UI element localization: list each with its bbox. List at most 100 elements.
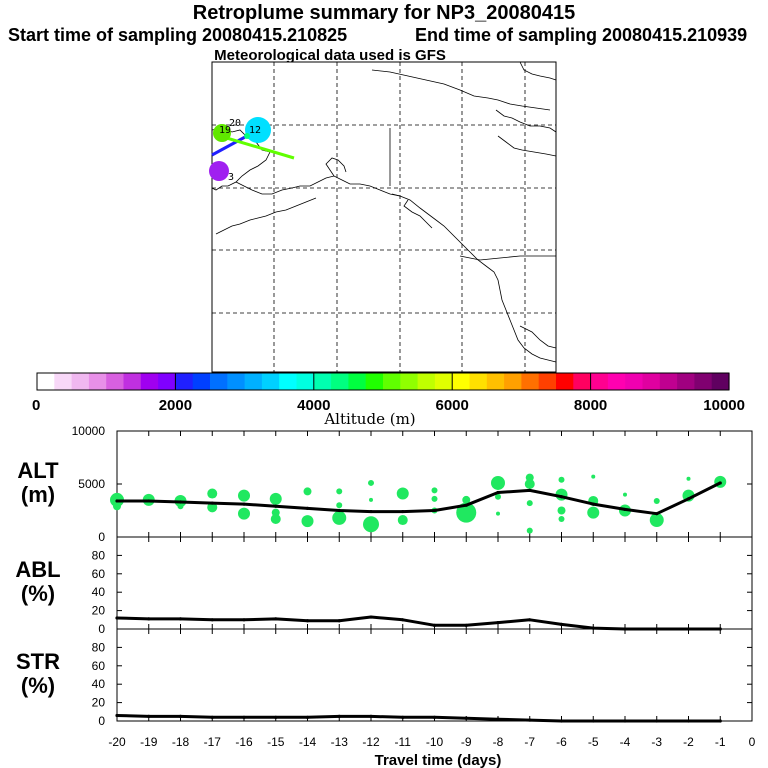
x-tick-label: -7 [524,735,535,749]
series-point [686,497,691,501]
series-point [369,714,373,719]
altitude-scatter-marker [686,476,691,481]
y-tick-label: 80 [92,640,106,654]
colorbar-cell [54,373,73,390]
colorbar-cell [296,373,315,390]
altitude-scatter-marker [558,515,565,522]
series-point [559,495,564,499]
series-point [210,501,214,505]
series-point [432,623,437,627]
map-panel: 20 19 12 3 [209,61,557,373]
x-tick-label: -9 [461,735,472,749]
series-point [242,618,246,622]
series-line-str [116,714,721,723]
series-point [559,622,564,627]
x-tick-label: -3 [651,735,662,749]
series-point [337,714,341,719]
series-point [274,715,278,719]
altitude-scatter-marker [332,510,347,525]
colorbar-cell [210,373,228,390]
x-tick-label: -4 [620,735,631,749]
series-point [686,719,691,723]
met-data-text: Meteorological data used is GFS [214,47,446,64]
series-point [464,503,468,507]
plume-label: 3 [228,172,234,183]
series-point [623,719,627,723]
series-point [401,715,405,719]
series-point [242,715,246,719]
x-tick-label: -8 [493,735,504,749]
x-tick-label: -11 [395,735,412,749]
colorbar-tick-label: 6000 [436,397,469,414]
colorbar-cell [590,373,609,390]
series-point [655,512,659,516]
series-point [147,499,151,503]
panel-yunit: (m) [21,482,55,507]
altitude-scatter-marker [368,479,374,486]
colorbar-cell [313,373,332,390]
panel-alt: 10000 5000 0 ALT(m) [17,424,753,544]
colorbar-cell [227,373,246,390]
altitude-scatter-marker [431,487,438,494]
plume-labels: 20 19 12 3 [219,118,261,183]
series-point [210,715,214,719]
panel-ylabel: ABL [15,557,60,582]
colorbar-cell [556,373,574,390]
series-point [305,619,310,623]
map-grid [212,62,556,372]
series-point [623,507,627,512]
altitude-scatter-marker [462,495,471,504]
altitude-scatter-marker [623,492,627,497]
series-point [559,719,564,723]
colorbar-cell [642,373,661,390]
colorbar-cell [348,373,367,390]
y-tick-label: 5000 [78,477,105,491]
altitude-scatter-marker [526,500,533,507]
colorbar-cell [452,373,471,390]
series-point [147,617,151,621]
series-point [178,500,183,504]
x-tick-label: -17 [204,735,222,749]
x-tick-label: 0 [749,735,756,749]
series-point [178,714,183,719]
plume-tracks [209,117,295,181]
colorbar-cell [694,373,713,390]
colorbar-cell [331,373,349,390]
altitude-scatter-marker [303,487,312,496]
altitude-scatter-marker [526,527,533,534]
altitude-scatter-marker [363,516,379,533]
x-tick-label: -16 [235,735,253,749]
altitude-scatter-marker [238,489,250,502]
colorbar-cell [607,373,626,390]
series-point [274,504,278,508]
altitude-scatter-marker [301,515,314,528]
colorbar-cell [504,373,522,390]
altitude-scatter-marker [113,502,121,511]
altitude-scatter-marker [177,503,184,510]
series-point [464,623,468,627]
colorbar-cell [123,373,142,390]
x-tick-label: -19 [140,735,158,749]
panel-frame [116,628,753,722]
x-tick-label: -1 [715,735,726,749]
colorbar-cell [486,373,505,390]
colorbar-tick-label: 0 [32,397,40,414]
altitude-scatter-marker [270,513,281,524]
x-tick-label: -2 [683,735,694,749]
y-tick-label: 80 [92,548,106,562]
series-line-alt [117,481,721,516]
altitude-scatter-marker [587,506,600,519]
series-point [147,714,151,719]
end-sampling-text: End time of sampling 20080415.210939 [415,25,748,45]
altitude-scatter-marker [207,488,218,499]
altitude-scatter-marker [496,511,500,516]
plume-label: 20 [229,118,241,129]
plume-label: 12 [249,125,261,136]
series-point [115,499,119,503]
colorbar-cell [192,373,211,390]
y-tick-label: 0 [98,714,105,728]
colorbar-cell [538,373,557,390]
colorbar-cell [521,373,540,390]
colorbar-cell [261,373,280,390]
